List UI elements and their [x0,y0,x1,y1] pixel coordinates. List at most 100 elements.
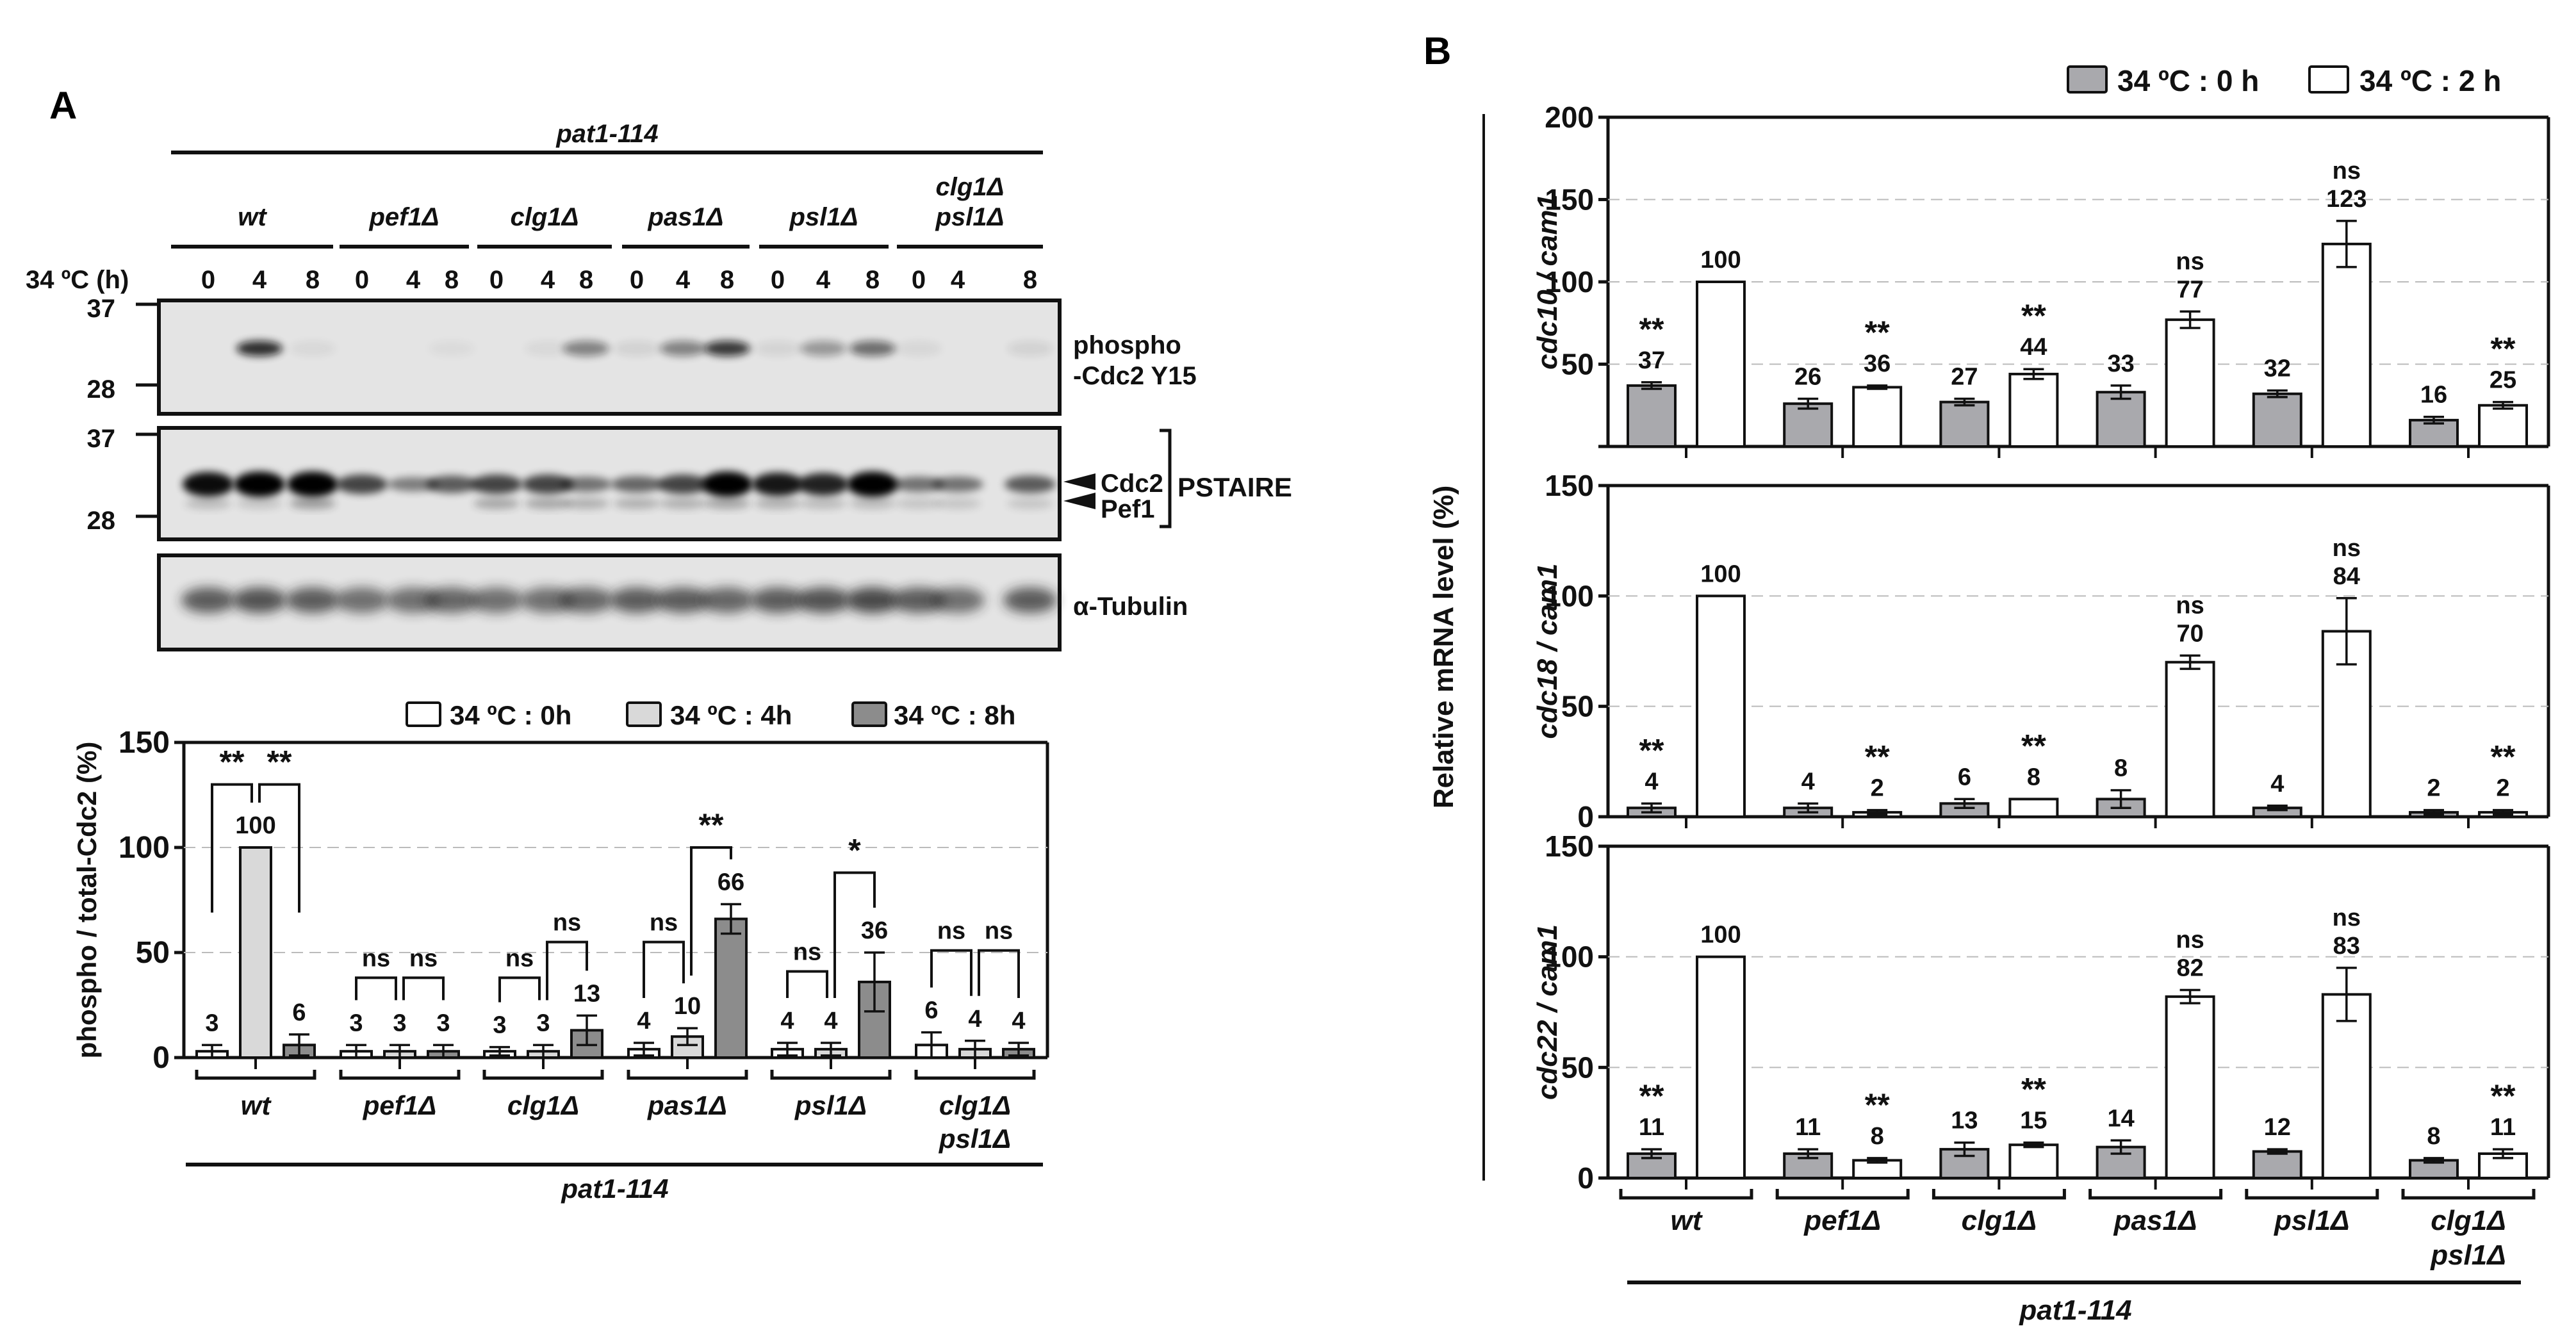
significance-label: ns [2176,592,2204,619]
bar [2008,798,2059,818]
x-category-label: pef1Δ [1803,1205,1881,1236]
group-brace [1932,1189,2066,1200]
significance-label: ns [409,945,438,972]
blot-band-tubulin [233,587,286,613]
legend-label: 34 ºC : 2 h [2359,64,2501,97]
lane-time-label: 0 [201,266,215,294]
significance-label: ** [267,744,292,780]
y-tick-label: 50 [1561,1051,1594,1084]
bar [2321,630,2372,818]
significance-label: ns [2176,926,2204,953]
y-axis-label: cdc22 / cam1 [1532,924,1563,1100]
value-label: 100 [1700,561,1741,587]
value-label: 70 [2176,620,2203,647]
tubulin-blot: α-Tubulin [157,553,1188,651]
value-label: 84 [2333,563,2360,590]
bar [2252,392,2302,448]
bar [2321,993,2372,1179]
band-label: Cdc2 [1101,470,1163,498]
bar [2252,1150,2302,1180]
value-label: 37 [1638,347,1665,374]
x-category-label: psl1Δ [2430,1240,2506,1271]
group-brace [2088,1189,2223,1200]
y-tick-label: 50 [1561,348,1594,381]
bar [1696,955,1746,1179]
bar [239,846,272,1059]
y-tick-label: 100 [119,831,170,865]
value-label: 66 [718,869,744,896]
blot-band-pef1 [935,498,981,509]
panel-letter-b: B [1423,29,1451,72]
x-category-label: pas1Δ [2113,1205,2197,1236]
value-label: 8 [2427,1123,2440,1150]
blot-band-pef1 [290,498,336,509]
y-tick-label: 100 [1545,265,1594,299]
blot-band-cdc2 [752,472,803,496]
significance-bracket [930,949,972,996]
panel-letter-a: A [49,84,77,127]
value-label: 8 [1871,1123,1884,1150]
blot-band [525,341,571,356]
blot-band-pef1 [614,498,660,509]
blot-band-tubulin [751,587,805,613]
bar [1627,384,1677,448]
mw-marker-label: 37 [87,425,116,453]
blot-band-cdc2 [183,471,234,497]
blot-band [1007,341,1053,356]
blot-band-cdc2 [893,477,944,492]
group-brace [914,1070,1036,1080]
genotype-label: psl1Δ [935,203,1005,231]
lane-time-label: 0 [771,266,785,294]
significance-label: ns [650,910,678,937]
x-category-label: clg1Δ [1962,1205,2037,1236]
legend-swatch [2308,65,2349,94]
bracket-label: PSTAIRE [1177,472,1292,502]
blot-band-cdc2 [1005,475,1056,493]
y-axis-label: cdc18 / cam1 [1532,564,1563,739]
blot-band [563,341,609,356]
value-label: 33 [2107,350,2134,377]
lane-time-label: 4 [406,266,421,294]
genotype-label: pas1Δ [647,203,723,231]
y-tick-label: 50 [136,936,170,970]
group-brace [1619,1189,1753,1200]
mw-marker-label: 28 [87,375,116,404]
lane-time-label: 8 [720,266,734,294]
significance-label: ns [937,918,965,945]
significance-label: ** [1865,1087,1890,1123]
lane-time-label: 4 [951,266,965,294]
blot-band-tubulin [386,587,440,613]
y-tick-label: 150 [119,726,170,760]
lane-time-label: 8 [1023,266,1037,294]
value-label: 8 [2114,755,2128,782]
bar [2321,242,2372,448]
legend-swatch [2067,65,2108,94]
blot-band [660,341,706,356]
blot-band-pef1 [800,498,846,509]
value-label: 4 [637,1008,650,1035]
significance-label: ** [2021,298,2046,334]
arrowhead-icon [1063,473,1095,490]
blot-band-pef1 [704,498,750,509]
significance-label: ** [1639,732,1664,768]
legend-label: 34 ºC : 0h [450,700,571,730]
blot-band-tubulin [181,587,235,613]
blot-band-tubulin [931,587,985,613]
group-brace [1775,1189,1910,1200]
y-tick-label: 200 [1545,101,1594,134]
bracket [1160,429,1172,528]
value-label: 11 [2490,1114,2516,1141]
significance-bracket [978,949,1020,999]
value-label: 123 [2326,186,2367,213]
value-label: 2 [2427,775,2440,802]
significance-label: ** [220,744,245,780]
blot-band-pef1 [755,498,801,509]
blot-band-tubulin [335,587,389,613]
blot-band [290,341,336,356]
legend-label: 34 ºC : 4h [670,700,792,730]
value-label: 100 [1700,247,1741,274]
mw-marker-label: 28 [87,507,116,535]
